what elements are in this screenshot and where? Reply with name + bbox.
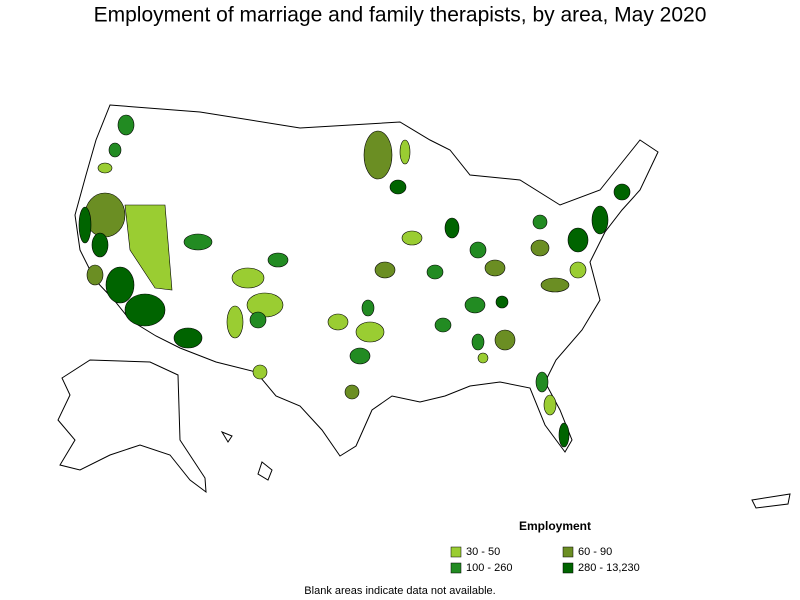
hawaii-2 [257, 461, 273, 481]
area [374, 261, 396, 279]
area [183, 233, 213, 251]
area [569, 261, 587, 279]
legend-label: 60 - 90 [578, 546, 612, 558]
legend-swatch [450, 562, 462, 574]
area [349, 347, 371, 365]
area [464, 296, 486, 314]
area [530, 239, 550, 257]
hawaii [220, 430, 233, 443]
legend-title: Employment [519, 519, 591, 533]
area [124, 293, 166, 327]
area [246, 292, 284, 318]
legend-label: 30 - 50 [466, 546, 500, 558]
map [57, 104, 791, 509]
area [535, 371, 549, 393]
area [484, 259, 506, 277]
area [591, 205, 609, 235]
area [105, 266, 135, 304]
area [231, 267, 265, 289]
area [558, 422, 570, 448]
alaska [57, 359, 207, 494]
area [494, 329, 516, 351]
legend-label: 280 - 13,230 [578, 562, 640, 574]
area [252, 364, 268, 380]
area [173, 327, 203, 349]
area [532, 214, 548, 230]
area [344, 384, 360, 400]
area [91, 232, 109, 258]
area [469, 241, 487, 259]
legend-swatch [562, 546, 574, 558]
map-title: Employment of marriage and family therap… [94, 4, 707, 27]
area [477, 352, 489, 364]
area [327, 313, 349, 331]
area [355, 321, 385, 343]
area [401, 230, 423, 246]
area [543, 394, 557, 416]
area [471, 333, 485, 351]
area [444, 217, 460, 239]
footnote: Blank areas indicate data not available. [304, 585, 495, 597]
area [108, 142, 122, 158]
puerto-rico [751, 493, 791, 509]
area [389, 179, 407, 195]
area [124, 204, 173, 291]
area [613, 183, 631, 201]
area [249, 311, 267, 329]
area [399, 139, 411, 165]
area [97, 162, 113, 174]
legend: Employment 30 - 50 60 - 90 100 - 260 280… [450, 519, 640, 574]
area [267, 252, 289, 268]
legend-label: 100 - 260 [466, 562, 512, 574]
area [78, 206, 92, 244]
area [363, 130, 393, 180]
area [117, 114, 135, 136]
area [361, 299, 375, 317]
area [434, 317, 452, 333]
area [540, 277, 570, 293]
area [495, 295, 509, 309]
us-outline [74, 104, 659, 457]
area [86, 264, 104, 286]
area [567, 227, 589, 253]
legend-swatch [562, 562, 574, 574]
area [226, 305, 244, 339]
legend-swatch [450, 546, 462, 558]
area [426, 264, 444, 280]
